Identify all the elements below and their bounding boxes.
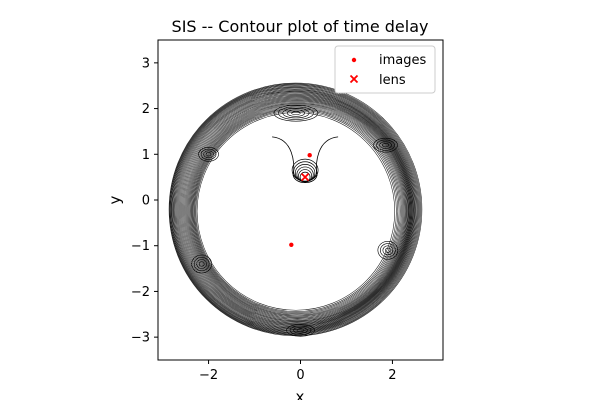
y-tick-label: 2: [142, 102, 150, 117]
contour-ring: [184, 98, 410, 324]
contour-ring: [182, 96, 411, 325]
contour-loop: [380, 243, 396, 258]
y-axis-ticks: −3 −2 −1 0 1 2 3: [131, 56, 158, 346]
contour-ring: [174, 89, 415, 331]
contour-loop: [385, 247, 391, 253]
contour-ring: [177, 92, 413, 329]
contour-loop: [196, 259, 207, 269]
contour-lines: [168, 82, 423, 337]
y-tick-label: 1: [142, 148, 150, 163]
contour-loop: [198, 261, 205, 267]
lens-cusp-contour: [272, 136, 339, 184]
image-point: [289, 242, 294, 247]
contour-loop: [286, 323, 315, 337]
contour-loop: [377, 240, 399, 260]
image-point: [307, 153, 312, 158]
legend-images-label: images: [379, 53, 426, 68]
data-markers: [289, 153, 312, 247]
legend-lens-marker: [349, 74, 359, 84]
contour-ring: [188, 101, 407, 320]
contour-ring: [186, 99, 408, 322]
contour-ring: [191, 105, 403, 317]
legend: images lens: [334, 45, 436, 94]
y-tick-label: 3: [142, 56, 150, 71]
contour-loop: [289, 325, 312, 336]
legend-lens-label: lens: [379, 73, 406, 88]
contour-loop: [382, 143, 389, 148]
contour-ring: [196, 112, 396, 311]
x-tick-label: −2: [199, 368, 218, 383]
legend-images-marker: [351, 57, 357, 63]
contour-ring: [172, 88, 417, 332]
x-axis-label: x: [296, 388, 305, 400]
contour-ring: [171, 86, 418, 333]
y-tick-label: −3: [131, 331, 150, 346]
contour-loop: [296, 328, 305, 333]
contour-ring: [181, 95, 411, 326]
x-tick-label: 2: [388, 368, 396, 383]
contour-ring: [178, 93, 413, 328]
legend-box: [334, 45, 436, 94]
contour-loop: [273, 104, 319, 122]
contour-ring: [189, 103, 405, 319]
contour-loop: [282, 108, 310, 119]
contour-ring: [187, 100, 408, 321]
contour-loop: [291, 111, 301, 116]
x-tick-label: 0: [296, 368, 304, 383]
contour-ring: [190, 104, 404, 318]
lens-point: [300, 173, 310, 182]
contour-ring: [175, 90, 415, 330]
contour-loop: [382, 245, 394, 256]
contour-ring: [189, 102, 406, 320]
contour-ring: [169, 84, 421, 335]
contour-loop: [373, 137, 398, 153]
contour-loop: [198, 146, 219, 162]
contour-ring: [185, 99, 409, 323]
contour-loop: [203, 150, 214, 159]
contour-loop: [278, 106, 314, 120]
lens-contour-loop: [291, 158, 319, 182]
contour-ring: [173, 88, 416, 331]
y-axis-label: y: [106, 195, 124, 204]
x-axis-ticks: −2 0 2: [199, 360, 397, 383]
contour-ring: [180, 94, 412, 326]
chart-title: SIS -- Contour plot of time delay: [172, 17, 429, 36]
contour-loop: [193, 256, 210, 272]
y-tick-label: 0: [142, 194, 150, 209]
y-tick-label: −1: [131, 239, 150, 254]
contour-ring: [183, 97, 410, 324]
contour-loop: [191, 254, 212, 274]
contour-ring: [169, 83, 422, 336]
contour-ring: [193, 108, 400, 314]
contour-ring: [193, 107, 401, 315]
contour-ring: [195, 110, 397, 312]
contour-loop: [376, 139, 395, 151]
contour-ring: [170, 85, 419, 334]
contour-loop: [293, 326, 308, 334]
contour-loop: [379, 141, 392, 149]
contour-loop: [205, 152, 212, 157]
contour-loop: [200, 148, 217, 160]
contour-loop: [286, 109, 306, 117]
y-tick-label: −2: [131, 285, 150, 300]
